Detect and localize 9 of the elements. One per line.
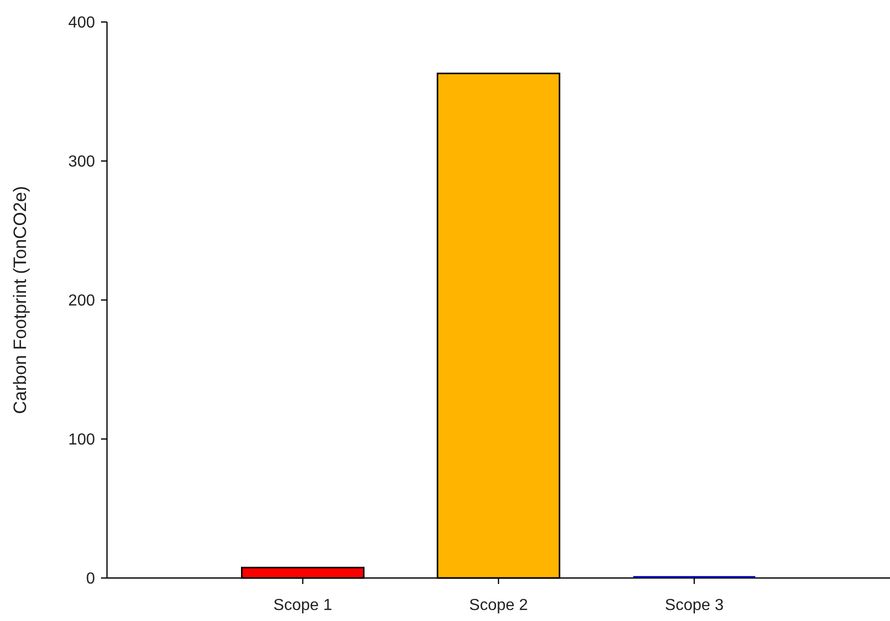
y-tick-label: 100: [68, 432, 96, 449]
y-tick-label: 400: [68, 14, 96, 32]
y-tick-label: 300: [68, 154, 96, 171]
y-tick-label: 200: [68, 292, 96, 310]
x-tick-label: Scope 1: [273, 597, 332, 614]
x-tick-label: Scope 2: [469, 597, 528, 614]
y-tick-label: 0: [86, 570, 96, 588]
y-axis-title: Carbon Footprint (TonCO2e): [10, 186, 30, 414]
x-tick-label: Scope 3: [664, 597, 724, 614]
